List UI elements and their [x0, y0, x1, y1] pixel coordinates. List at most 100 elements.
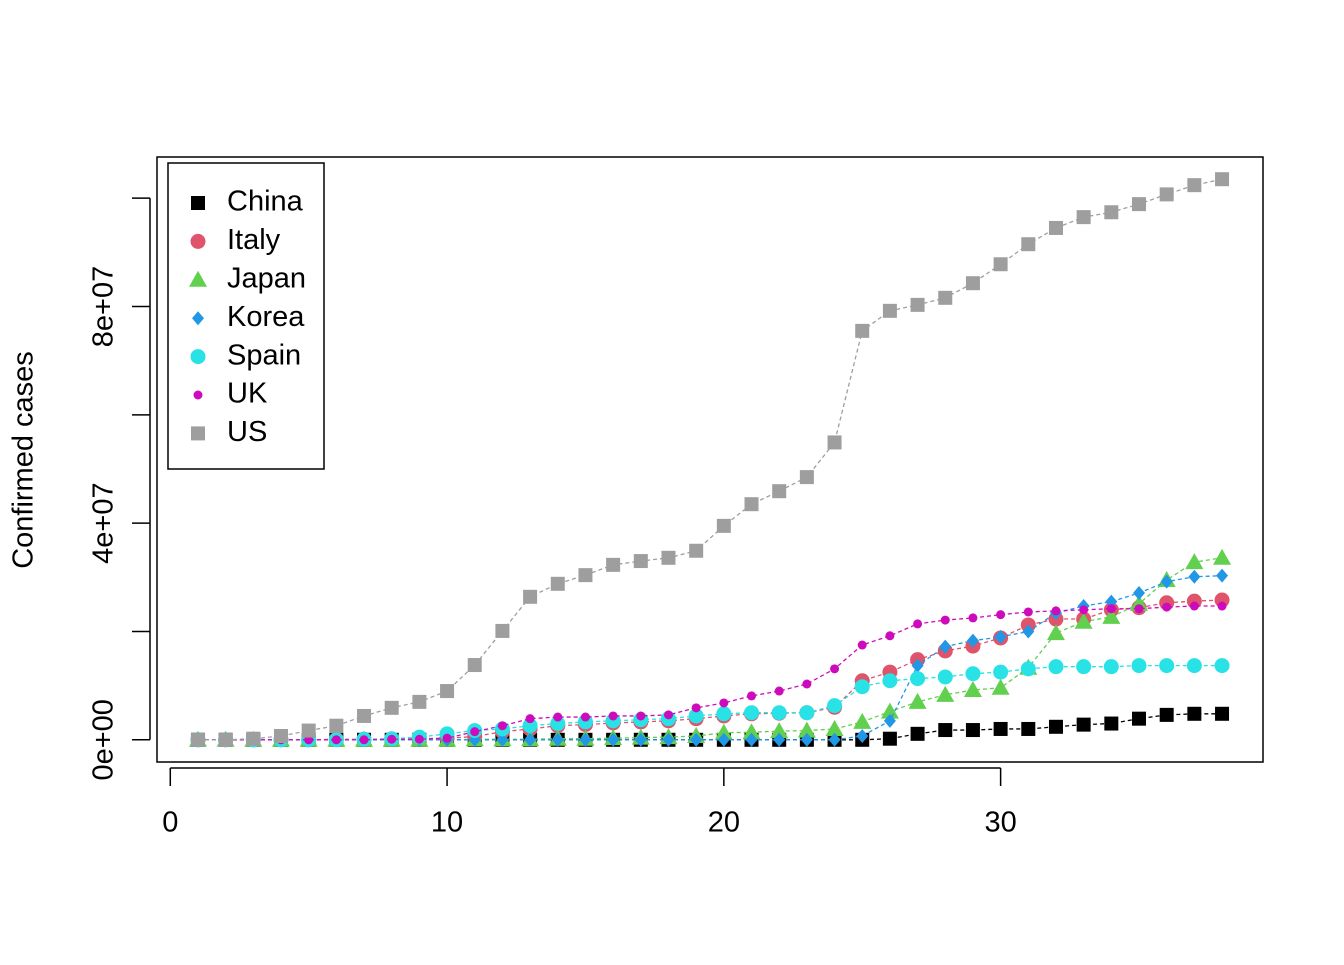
point — [1074, 612, 1093, 629]
x-tick-label: 20 — [708, 807, 740, 839]
x-tick-label: 30 — [984, 807, 1016, 839]
point — [1020, 661, 1036, 677]
point — [744, 705, 760, 721]
point — [1079, 605, 1089, 615]
point — [855, 323, 870, 338]
point — [608, 711, 618, 721]
point — [663, 710, 673, 720]
point — [965, 666, 981, 682]
point — [553, 712, 563, 722]
point — [634, 732, 647, 747]
point — [580, 712, 590, 722]
legend-label: Korea — [227, 301, 305, 333]
point — [1105, 594, 1118, 609]
point — [939, 639, 952, 654]
point — [273, 729, 288, 744]
point — [770, 722, 789, 739]
point — [714, 723, 733, 740]
point — [1076, 210, 1091, 225]
legend-label: Spain — [227, 339, 301, 371]
point — [1132, 711, 1147, 726]
legend-label: China — [227, 186, 304, 218]
point — [661, 550, 676, 565]
point — [857, 640, 867, 650]
point — [1187, 706, 1202, 721]
point — [522, 718, 538, 734]
point — [1160, 574, 1173, 589]
point — [938, 723, 953, 738]
point — [1021, 721, 1036, 736]
point — [717, 732, 730, 747]
series-line — [197, 178, 1223, 741]
point — [883, 713, 896, 728]
point — [854, 679, 870, 695]
point — [412, 694, 427, 709]
y-tick-label: 4e+07 — [88, 482, 120, 563]
point — [910, 297, 925, 312]
point — [993, 257, 1008, 272]
point — [246, 731, 261, 746]
point — [747, 691, 757, 701]
point — [1162, 602, 1172, 612]
point — [853, 712, 872, 729]
point — [1216, 568, 1229, 583]
series-line — [197, 599, 1223, 741]
point — [525, 714, 535, 724]
x-tick-label: 0 — [162, 807, 178, 839]
point — [742, 723, 761, 740]
legend-label: UK — [227, 378, 268, 410]
point — [662, 732, 675, 747]
point — [716, 706, 732, 722]
point — [470, 727, 480, 737]
point — [1215, 706, 1230, 721]
point — [550, 716, 566, 732]
point — [1187, 178, 1202, 193]
point — [1104, 205, 1119, 220]
series-line — [197, 664, 1223, 741]
point — [882, 303, 897, 318]
point — [963, 680, 982, 697]
point — [467, 658, 482, 673]
point — [357, 708, 372, 723]
point — [965, 723, 980, 738]
point — [1189, 601, 1199, 611]
point — [524, 732, 537, 747]
legend-label: Italy — [227, 224, 281, 256]
point — [496, 732, 509, 747]
point — [690, 732, 703, 747]
point — [827, 698, 843, 714]
point — [774, 686, 784, 696]
point — [1134, 604, 1144, 614]
x-tick-label: 10 — [431, 807, 463, 839]
legend-marker — [191, 426, 205, 441]
point — [936, 685, 955, 702]
point — [993, 721, 1008, 736]
point — [495, 623, 510, 638]
point — [636, 711, 646, 721]
point — [771, 705, 787, 721]
point — [1217, 601, 1227, 611]
point — [1130, 594, 1149, 611]
point — [910, 726, 925, 741]
point — [1188, 569, 1201, 584]
point — [550, 576, 565, 591]
point — [359, 735, 369, 745]
legend-marker — [192, 311, 204, 326]
point — [1106, 604, 1116, 614]
point — [1159, 707, 1174, 722]
legend-marker — [190, 349, 206, 365]
point — [1051, 606, 1061, 616]
point — [497, 721, 507, 731]
y-axis-label: Confirmed cases — [8, 351, 40, 569]
point — [387, 734, 397, 744]
point — [1048, 220, 1063, 235]
point — [994, 629, 1007, 644]
point — [1215, 172, 1230, 187]
point — [1186, 658, 1202, 674]
point — [719, 698, 729, 708]
point — [1076, 717, 1091, 732]
point — [825, 719, 844, 736]
point — [1102, 607, 1121, 624]
point — [1048, 719, 1063, 734]
point — [329, 718, 344, 733]
